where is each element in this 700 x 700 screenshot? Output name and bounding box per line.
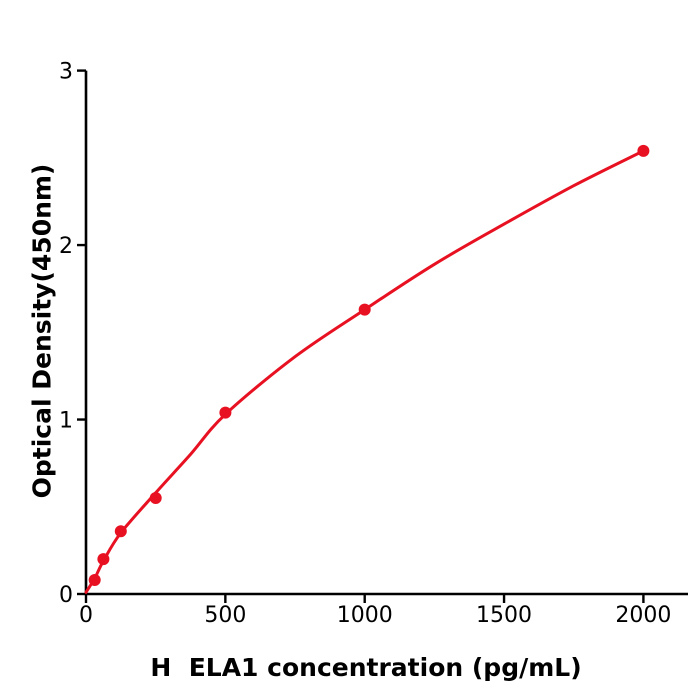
data-point-marker — [97, 553, 110, 566]
data-point-marker — [219, 406, 232, 419]
axis-spines — [84, 70, 688, 596]
data-point-marker — [358, 303, 371, 316]
x-tick-label: 0 — [79, 603, 93, 628]
y-axis-title: Optical Density(450nm) — [27, 163, 57, 499]
y-tick-label: 0 — [59, 583, 73, 608]
fit-curve-path — [84, 149, 645, 594]
x-tick-label: 1000 — [337, 603, 393, 628]
standard-curve-line — [84, 149, 645, 594]
data-point-marker — [149, 492, 162, 504]
x-tick-label: 2000 — [615, 603, 671, 628]
x-tick-label: 1500 — [476, 603, 532, 628]
x-axis-title: H ELA1 concentration (pg/mL) — [150, 653, 582, 682]
y-tick-label: 1 — [59, 409, 73, 434]
y-tick-label: 2 — [59, 234, 73, 259]
data-point-marker — [114, 525, 127, 538]
axes: 0 500 1000 1500 2000 0 1 2 3 — [59, 60, 688, 628]
data-points — [88, 144, 650, 586]
data-point-marker — [88, 574, 101, 586]
x-tick-label: 500 — [204, 603, 246, 628]
data-point-marker — [637, 144, 650, 157]
y-tick-label: 3 — [59, 60, 73, 85]
